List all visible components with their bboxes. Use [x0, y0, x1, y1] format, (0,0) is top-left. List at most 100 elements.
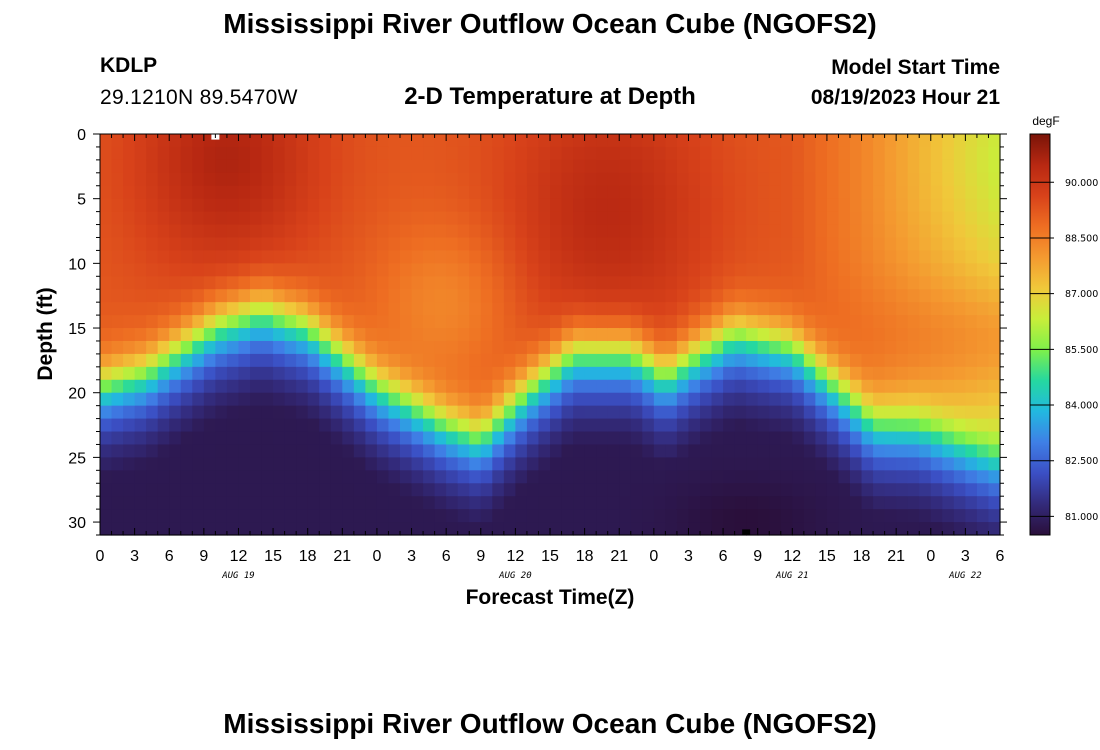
heatmap-cell: [942, 457, 955, 471]
heatmap-cell: [480, 328, 493, 342]
heatmap-cell: [284, 211, 297, 226]
heatmap-cell: [469, 276, 482, 290]
heatmap-cell: [134, 146, 147, 161]
heatmap-cell: [446, 198, 459, 213]
heatmap-cell: [965, 470, 978, 484]
heatmap-cell: [342, 289, 355, 303]
heatmap-cell: [100, 392, 113, 407]
heatmap-cell: [942, 444, 955, 458]
heatmap-cell: [665, 198, 678, 213]
heatmap-cell: [803, 211, 816, 226]
heatmap-cell: [561, 496, 574, 510]
heatmap-cell: [330, 457, 343, 471]
heatmap-cell: [192, 470, 205, 484]
heatmap-cell: [815, 224, 828, 239]
heatmap-cell: [203, 237, 216, 252]
heatmap-cell: [723, 328, 736, 342]
heatmap-cell: [792, 172, 805, 187]
heatmap-cell: [746, 302, 759, 316]
heatmap-cell: [284, 457, 297, 471]
heatmap-cell: [365, 185, 378, 200]
heatmap-cell: [573, 353, 586, 368]
heatmap-cell: [526, 315, 540, 329]
heatmap-cell: [838, 302, 851, 316]
heatmap-cell: [688, 496, 701, 510]
date-label: AUG 22: [948, 571, 982, 581]
heatmap-cell: [803, 392, 816, 407]
heatmap-cell: [711, 302, 724, 316]
heatmap-cell: [792, 146, 805, 161]
heatmap-cell: [515, 276, 528, 290]
heatmap-cell: [226, 457, 240, 471]
heatmap-cell: [734, 185, 747, 200]
heatmap-cell: [688, 134, 701, 148]
heatmap-cell: [976, 185, 990, 200]
heatmap-cell: [838, 159, 851, 174]
heatmap-cell: [342, 276, 355, 290]
heatmap-cell: [769, 405, 782, 420]
heatmap-cell: [665, 457, 678, 471]
heatmap-cell: [376, 444, 390, 458]
heatmap-cell: [192, 431, 205, 446]
heatmap-cell: [803, 315, 816, 329]
heatmap-cell: [503, 250, 516, 264]
heatmap-cell: [492, 418, 505, 433]
heatmap-cell: [815, 418, 828, 433]
heatmap-cell: [734, 353, 747, 368]
heatmap-cell: [757, 392, 770, 407]
heatmap-cell: [319, 250, 332, 264]
heatmap-cell: [757, 302, 770, 316]
heatmap-cell: [480, 224, 493, 239]
heatmap-cell: [215, 366, 228, 381]
heatmap-cell: [192, 276, 205, 290]
heatmap-cell: [907, 211, 920, 226]
heatmap-cell: [700, 263, 713, 277]
heatmap-cell: [619, 185, 632, 200]
heatmap-cell: [515, 405, 528, 420]
heatmap-cell: [226, 392, 240, 407]
heatmap-cell: [711, 328, 724, 342]
heatmap-cell: [503, 185, 516, 200]
heatmap-cell: [480, 315, 493, 329]
heatmap-cell: [988, 340, 1001, 355]
heatmap-cell: [353, 470, 366, 484]
heatmap-cell: [446, 483, 459, 497]
heatmap-cell: [815, 263, 828, 277]
heatmap-cell: [342, 159, 355, 174]
heatmap-cell: [815, 237, 828, 252]
heatmap-cell: [492, 470, 505, 484]
heatmap-cell: [503, 328, 516, 342]
heatmap-cell: [434, 392, 447, 407]
heatmap-cell: [723, 509, 736, 523]
heatmap-cell: [400, 224, 413, 239]
heatmap-cell: [192, 457, 205, 471]
heatmap-cell: [711, 405, 724, 420]
heatmap-cell: [826, 328, 840, 342]
heatmap-cell: [284, 198, 297, 213]
heatmap-cell: [919, 224, 932, 239]
heatmap-cell: [596, 379, 609, 394]
heatmap-cell: [330, 405, 343, 420]
heatmap-cell: [711, 211, 724, 226]
heatmap-cell: [930, 431, 943, 446]
heatmap-cell: [296, 483, 309, 497]
heatmap-cell: [700, 431, 713, 446]
x-tick-label: 21: [610, 548, 628, 565]
heatmap-cell: [169, 366, 182, 381]
heatmap-cell: [919, 353, 932, 368]
heatmap-cell: [561, 366, 574, 381]
heatmap-cell: [192, 483, 205, 497]
heatmap-cell: [723, 340, 736, 355]
heatmap-cell: [226, 250, 240, 264]
heatmap-cell: [526, 250, 540, 264]
heatmap-cell: [561, 159, 574, 174]
heatmap-cell: [180, 172, 193, 187]
heatmap-cell: [573, 328, 586, 342]
heatmap-cell: [342, 211, 355, 226]
heatmap-cell: [192, 185, 205, 200]
heatmap-cell: [503, 237, 516, 252]
heatmap-cell: [746, 392, 759, 407]
heatmap-cell: [307, 431, 320, 446]
heatmap-cell: [215, 211, 228, 226]
heatmap-cell: [492, 224, 505, 239]
